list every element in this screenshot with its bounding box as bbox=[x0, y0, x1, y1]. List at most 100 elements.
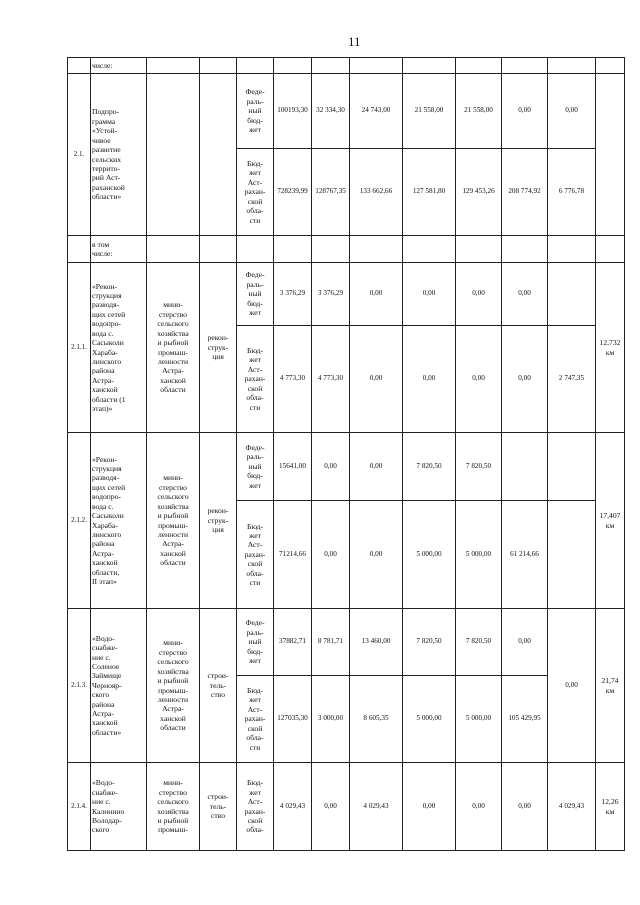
name-cell: «Водо- снабже- ние с. Калинино Володар- … bbox=[90, 762, 147, 851]
num-cell: 2.1.1. bbox=[67, 262, 91, 433]
value-cell: 4 773,30 bbox=[273, 325, 312, 433]
num-cell: 2.1.4. bbox=[67, 762, 91, 851]
source-cell: Бюд- жет Аст- рахан- ской обла- сти bbox=[236, 325, 274, 433]
value-cell: 127 581,80 bbox=[402, 148, 456, 236]
responsible-cell: мини- стерство сельского хозяйства и рыб… bbox=[146, 762, 200, 851]
value-cell: 4 029,43 bbox=[547, 762, 596, 851]
num-cell: 2.1. bbox=[67, 73, 91, 236]
value-cell: 7 820,50 bbox=[455, 608, 502, 676]
table-cell bbox=[146, 57, 200, 74]
table-cell bbox=[501, 57, 548, 74]
table-row: Бюд- жет Аст- рахан- ской обла- сти 4 773… bbox=[68, 325, 625, 433]
value-cell: 0,00 bbox=[501, 762, 548, 851]
table-cell bbox=[402, 235, 456, 263]
name-cell: в том числе: bbox=[90, 235, 147, 263]
source-cell: Феде- раль- ный бюд- жет bbox=[236, 262, 274, 326]
value-cell: 128767,35 bbox=[311, 148, 350, 236]
value-cell: 3 376,29 bbox=[273, 262, 312, 326]
value-cell: 127035,30 bbox=[273, 675, 312, 763]
value-cell: 133 662,66 bbox=[349, 148, 403, 236]
value-cell: 32 334,30 bbox=[311, 73, 350, 149]
value-cell bbox=[501, 432, 548, 501]
value-cell: 7 820,50 bbox=[402, 432, 456, 501]
table-cell bbox=[236, 235, 274, 263]
source-cell: Бюд- жет Аст- рахан- ской обла- сти bbox=[236, 500, 274, 609]
name-cell: «Рекон- струкция разводя- щих сетей водо… bbox=[90, 262, 147, 433]
name-cell: числе: bbox=[90, 57, 147, 74]
value-cell: 0,00 bbox=[311, 432, 350, 501]
name-cell: «Водо- снабже- ние с. Соленое Займище Че… bbox=[90, 608, 147, 763]
value-cell: 5 000,00 bbox=[455, 675, 502, 763]
table-cell bbox=[349, 57, 403, 74]
value-cell: 61 214,66 bbox=[501, 500, 548, 609]
table-cell bbox=[595, 57, 625, 74]
table-cell bbox=[146, 235, 200, 263]
table-row: Бюд- жет Аст- рахан- ской обла- сти 71214… bbox=[68, 500, 625, 609]
value-cell: 4 029,43 bbox=[349, 762, 403, 851]
value-cell bbox=[547, 432, 596, 501]
value-cell: 5 000,00 bbox=[455, 500, 502, 609]
table-cell bbox=[501, 235, 548, 263]
value-cell: 5 000,00 bbox=[402, 500, 456, 609]
page-number: 11 bbox=[348, 34, 361, 49]
value-cell: 7 820,50 bbox=[402, 608, 456, 676]
table-row: числе: bbox=[67, 57, 625, 74]
value-cell: 0,00 bbox=[501, 608, 548, 676]
table-cell bbox=[547, 235, 596, 263]
value-cell: 0,00 bbox=[455, 325, 502, 433]
value-cell: 4 773,30 bbox=[311, 325, 350, 433]
type-cell: рекон- струк- ция bbox=[199, 262, 237, 433]
table-cell bbox=[311, 235, 350, 263]
value-cell: 0,00 bbox=[402, 262, 456, 326]
value-cell: 71214,66 bbox=[273, 500, 312, 609]
km-cell: 17,407 км bbox=[595, 432, 625, 609]
table-cell bbox=[402, 57, 456, 74]
km-cell bbox=[595, 73, 625, 236]
responsible-cell: мини- стерство сельского хозяйства и рыб… bbox=[146, 432, 200, 609]
value-cell: 0,00 bbox=[501, 325, 548, 433]
value-cell: 208 774,92 bbox=[501, 148, 548, 236]
value-cell: 6 776,78 bbox=[547, 148, 596, 236]
table-cell bbox=[199, 73, 237, 236]
value-cell: 2 747,35 bbox=[547, 325, 596, 433]
value-cell: 0,00 bbox=[349, 262, 403, 326]
value-cell: 0,00 bbox=[349, 432, 403, 501]
table-cell bbox=[311, 57, 350, 74]
value-cell: 15641,00 bbox=[273, 432, 312, 501]
table-cell bbox=[146, 73, 200, 236]
value-cell: 0,00 bbox=[547, 73, 596, 149]
source-cell: Феде- раль- ный бюд- жет bbox=[236, 432, 274, 501]
table-cell bbox=[273, 57, 312, 74]
value-cell: 0,00 bbox=[547, 608, 596, 763]
km-cell: 12,732 км bbox=[595, 262, 625, 433]
table-cell bbox=[67, 235, 91, 263]
num-cell: 2.1.3. bbox=[67, 608, 91, 763]
value-cell: 5 000,00 bbox=[402, 675, 456, 763]
table-row: 2.1. Подпро- грамма «Устой- чивое развити… bbox=[67, 73, 625, 236]
type-cell: рекон- струк- ция bbox=[199, 432, 237, 609]
type-cell: строи- тель- ство bbox=[199, 608, 237, 763]
responsible-cell: мини- стерство сельского хозяйства и рыб… bbox=[146, 608, 200, 763]
table-row: 2.1.1. «Рекон- струкция разводя- щих сете… bbox=[67, 262, 625, 433]
table-cell bbox=[349, 235, 403, 263]
value-cell: 7 820,50 bbox=[455, 432, 502, 501]
table-cell bbox=[455, 235, 502, 263]
value-cell: 0,00 bbox=[349, 500, 403, 609]
km-cell: 21,74 км bbox=[595, 608, 625, 763]
value-cell: 3 000,00 bbox=[311, 675, 350, 763]
responsible-cell: мини- стерство сельского хозяйства и рыб… bbox=[146, 262, 200, 433]
table-row: Бюд- жет Аст- рахан- ской обла- сти 72823… bbox=[68, 148, 625, 236]
value-cell: 0,00 bbox=[455, 262, 502, 326]
source-cell: Феде- раль- ный бюд- жет bbox=[236, 608, 274, 676]
value-cell: 24 743,00 bbox=[349, 73, 403, 149]
table-row: 2.1.3. «Водо- снабже- ние с. Соленое Займ… bbox=[67, 608, 625, 763]
value-cell bbox=[547, 500, 596, 609]
value-cell: 0,00 bbox=[311, 762, 350, 851]
value-cell: 0,00 bbox=[501, 262, 548, 326]
table-cell bbox=[455, 57, 502, 74]
table-cell bbox=[67, 57, 91, 74]
name-cell: «Рекон- струкция разводя- щих сетей водо… bbox=[90, 432, 147, 609]
source-cell: Феде- раль- ный бюд- жет bbox=[236, 73, 274, 149]
value-cell: 0,00 bbox=[349, 325, 403, 433]
value-cell: 21 558,00 bbox=[455, 73, 502, 149]
